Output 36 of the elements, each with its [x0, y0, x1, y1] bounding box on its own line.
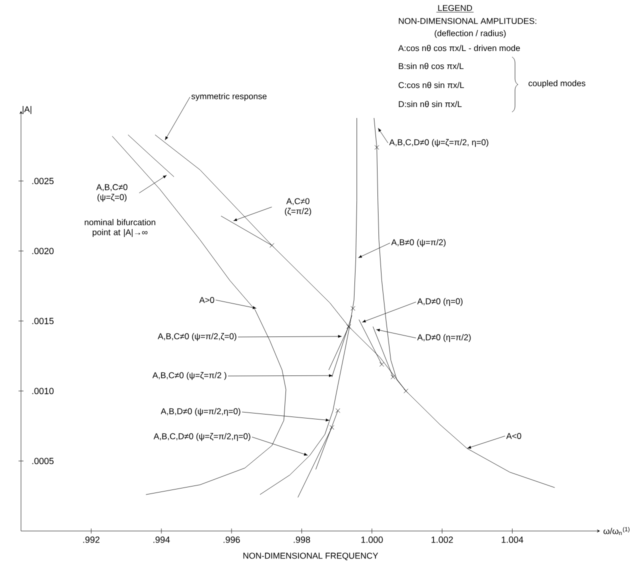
- annotation: A,B,C,D≠0 (ψ=ζ=π/2,η=0): [154, 433, 250, 441]
- x-tick-label: 1.002: [432, 536, 453, 543]
- x-tick-label: .992: [83, 536, 100, 543]
- y-tick-label: .0025: [32, 178, 54, 184]
- annotation: A,B,D≠0 (ψ=π/2,η=0): [160, 408, 240, 416]
- annotation: A>0: [199, 297, 214, 303]
- x-tick-label: 1.000: [361, 536, 383, 543]
- y-axis-title: |A|: [22, 106, 32, 114]
- annotation: A,B,C≠0 (ψ=π/2,ζ=0): [158, 333, 236, 341]
- text: coupled modes: [528, 80, 586, 88]
- text: A:cos nθ cos πx/L - driven mode: [398, 44, 520, 52]
- text: B:sin nθ cos πx/L: [398, 62, 464, 70]
- x-tick-label: 1.004: [502, 536, 524, 543]
- text: (deflection / radius): [434, 30, 506, 38]
- annotation: A,B≠0 (ψ=π/2): [391, 239, 446, 247]
- y-tick-label: .0015: [32, 318, 54, 324]
- annotation: symmetric response: [191, 93, 267, 101]
- y-tick-label: .0005: [32, 458, 54, 464]
- x-tick-label: .996: [224, 536, 240, 543]
- annotation: A,B,C≠0 (ψ=ζ=π/2 ): [152, 372, 226, 380]
- annotation: A,D≠0 (η=π/2): [417, 334, 471, 342]
- y-tick-label: .0010: [32, 388, 54, 394]
- text: LEGEND: [438, 5, 472, 11]
- annotation: A,C≠0 (ζ=π/2): [284, 198, 312, 216]
- annotation: A,D≠0 (η=0): [417, 298, 463, 306]
- y-tick-label: .0020: [32, 248, 54, 254]
- text: C:cos nθ sin πx/L: [398, 82, 464, 88]
- annotation: A<0: [506, 433, 522, 439]
- annotation: nominal bifurcation point at |A|→∞: [84, 219, 156, 237]
- text: NON-DIMENSIONAL AMPLITUDES:: [398, 18, 536, 24]
- x-tick-label: .998: [294, 536, 310, 543]
- x-tick-label: .994: [153, 536, 170, 543]
- text: D:sin nθ sin πx/L: [398, 100, 462, 108]
- annotation: A,B,C,D≠0 (ψ=ζ=π/2, η=0): [389, 139, 488, 147]
- annotation: A,B,C≠0 (ψ=ζ=0): [96, 184, 128, 202]
- x-axis-title: NON-DIMENSIONAL FREQUENCY: [243, 552, 378, 560]
